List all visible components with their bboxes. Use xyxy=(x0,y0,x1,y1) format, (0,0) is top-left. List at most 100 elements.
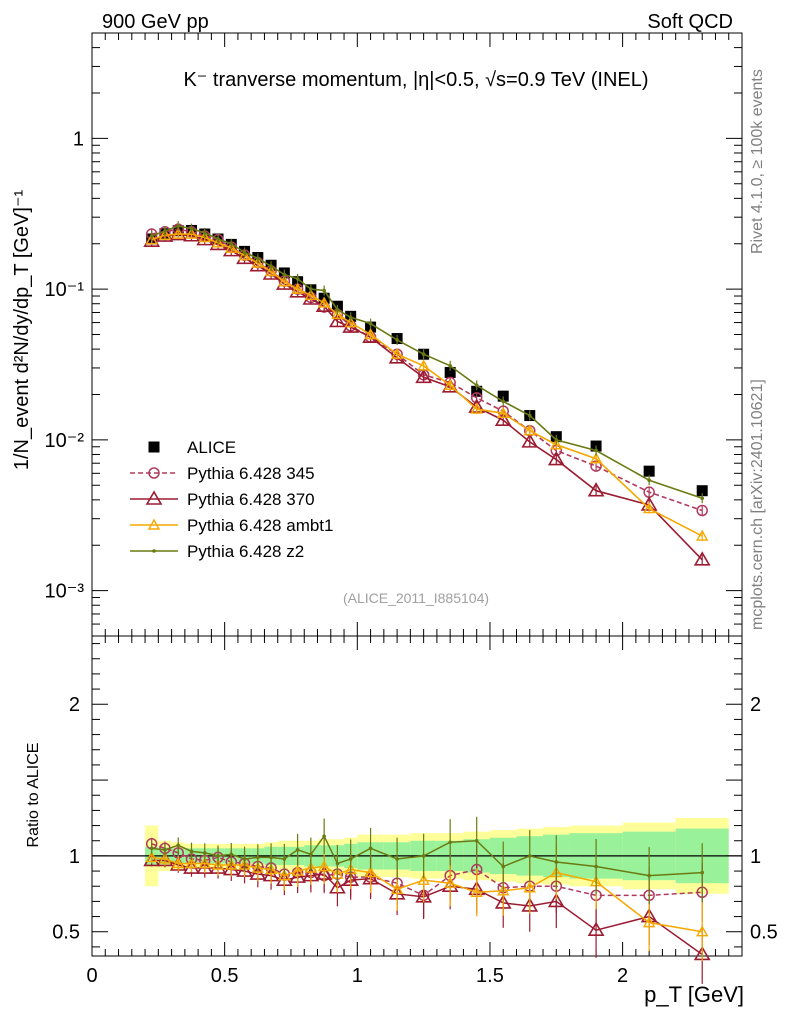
ratio-point xyxy=(523,881,536,893)
legend-marker xyxy=(145,490,163,505)
main-ylabel: 1/N_event d²N/dy/dp_T [GeV]⁻¹ xyxy=(11,190,33,471)
data-point xyxy=(527,413,532,418)
data-point xyxy=(417,359,430,371)
data-point xyxy=(242,250,247,255)
main-ytick-label: 10⁻² xyxy=(45,430,85,452)
data-point xyxy=(331,307,344,320)
data-point xyxy=(550,438,563,450)
ratio-point xyxy=(251,861,265,873)
data-point xyxy=(693,551,711,566)
data-point xyxy=(282,272,287,277)
legend-entry: ALICE xyxy=(148,438,236,457)
legend-entry: Pythia 6.428 345 xyxy=(130,464,315,483)
data-point xyxy=(149,234,154,238)
ratio-point xyxy=(149,846,154,851)
ratio-xlabel: p_T [GeV] xyxy=(644,982,744,1007)
main-axis-ticks: 10⁻³ 10⁻² 10⁻¹ 1 xyxy=(45,32,743,637)
legend-label: Pythia 6.428 345 xyxy=(187,464,315,483)
ratio-point xyxy=(242,857,247,861)
ratio-point xyxy=(395,857,399,861)
main-series-group xyxy=(143,221,711,566)
legend-label: ALICE xyxy=(187,438,236,457)
data-point xyxy=(497,406,510,419)
data-point xyxy=(448,363,452,368)
ratio-point xyxy=(304,861,318,873)
data-point xyxy=(395,338,399,342)
data-point xyxy=(647,478,651,483)
legend-entry: Pythia 6.428 ambt1 xyxy=(130,516,333,535)
main-ytick-label: 1 xyxy=(73,128,84,150)
data-point xyxy=(554,438,559,442)
data-point xyxy=(696,485,708,497)
ratio-point xyxy=(443,876,457,888)
data-point xyxy=(216,237,220,241)
data-point xyxy=(185,227,198,239)
ratio-point xyxy=(594,864,598,869)
legend-marker xyxy=(148,441,160,453)
ratio-xtick-label: 1 xyxy=(352,965,363,987)
ratio-point xyxy=(470,885,483,898)
data-point xyxy=(322,288,326,293)
data-point xyxy=(163,229,167,233)
data-point xyxy=(547,450,565,466)
ratio-axis-ticks: 0 0.5 1 1.5 2 0.5 0.5 1 1 2 2 xyxy=(52,636,778,987)
ratio-point xyxy=(364,866,377,878)
data-point xyxy=(225,241,238,253)
ratio-point xyxy=(642,916,656,928)
main-ytick-label: 10⁻¹ xyxy=(45,279,85,301)
data-point xyxy=(348,315,353,320)
legend-label: Pythia 6.428 ambt1 xyxy=(187,516,333,535)
data-point xyxy=(264,264,278,277)
ratio-point xyxy=(185,857,198,869)
data-point xyxy=(278,275,291,287)
data-point xyxy=(256,256,260,261)
data-point xyxy=(523,424,536,436)
legend-label: Pythia 6.428 z2 xyxy=(187,542,304,561)
ratio-xtick-label: 0 xyxy=(86,965,97,987)
ratio-ylabel: Ratio to ALICE xyxy=(25,743,42,848)
data-point xyxy=(335,307,340,312)
ratio-point xyxy=(390,882,404,894)
legend-marker xyxy=(152,549,156,553)
ratio-xtick-label: 1.5 xyxy=(476,965,504,987)
ratio-point xyxy=(163,848,167,852)
data-point xyxy=(444,366,456,378)
header-left: 900 GeV pp xyxy=(102,11,209,33)
data-point xyxy=(521,433,539,448)
ratio-xtick-label: 2 xyxy=(617,965,628,987)
data-point xyxy=(696,504,708,517)
data-point xyxy=(238,249,251,261)
ratio-point xyxy=(700,870,705,875)
series-pythia-6-428-z2 xyxy=(149,221,705,504)
ratio-point xyxy=(554,860,559,864)
data-point xyxy=(642,502,656,514)
data-point xyxy=(443,378,457,391)
ratio-point xyxy=(145,850,158,863)
ratio-point xyxy=(329,879,346,894)
ratio-point xyxy=(322,834,326,838)
ratio-point xyxy=(256,855,260,860)
data-point xyxy=(189,226,194,231)
ratio-point xyxy=(309,852,313,857)
ratio-point xyxy=(269,855,273,860)
ratio-point xyxy=(282,857,287,861)
series-line xyxy=(151,225,703,500)
ratio-series-group xyxy=(143,816,711,984)
ratio-panel xyxy=(91,635,743,957)
rivet-label: Rivet 4.1.0, ≥ 100k events xyxy=(749,69,766,254)
data-point xyxy=(474,383,479,388)
data-point xyxy=(229,241,234,246)
mcplots-label: mcplots.cern.ch [arXiv:2401.10621] xyxy=(749,379,766,630)
ratio-point xyxy=(317,860,331,872)
ratio-point xyxy=(295,848,300,852)
data-point xyxy=(594,448,598,453)
ratio-point xyxy=(176,843,181,848)
ratio-point xyxy=(421,854,426,858)
ratio-point xyxy=(547,892,565,908)
analysis-watermark: (ALICE_2011_I885104) xyxy=(343,590,489,606)
data-point xyxy=(497,390,509,402)
legend-marker xyxy=(147,518,161,530)
data-point xyxy=(501,399,506,404)
data-point xyxy=(364,328,377,340)
ratio-point xyxy=(264,863,278,875)
